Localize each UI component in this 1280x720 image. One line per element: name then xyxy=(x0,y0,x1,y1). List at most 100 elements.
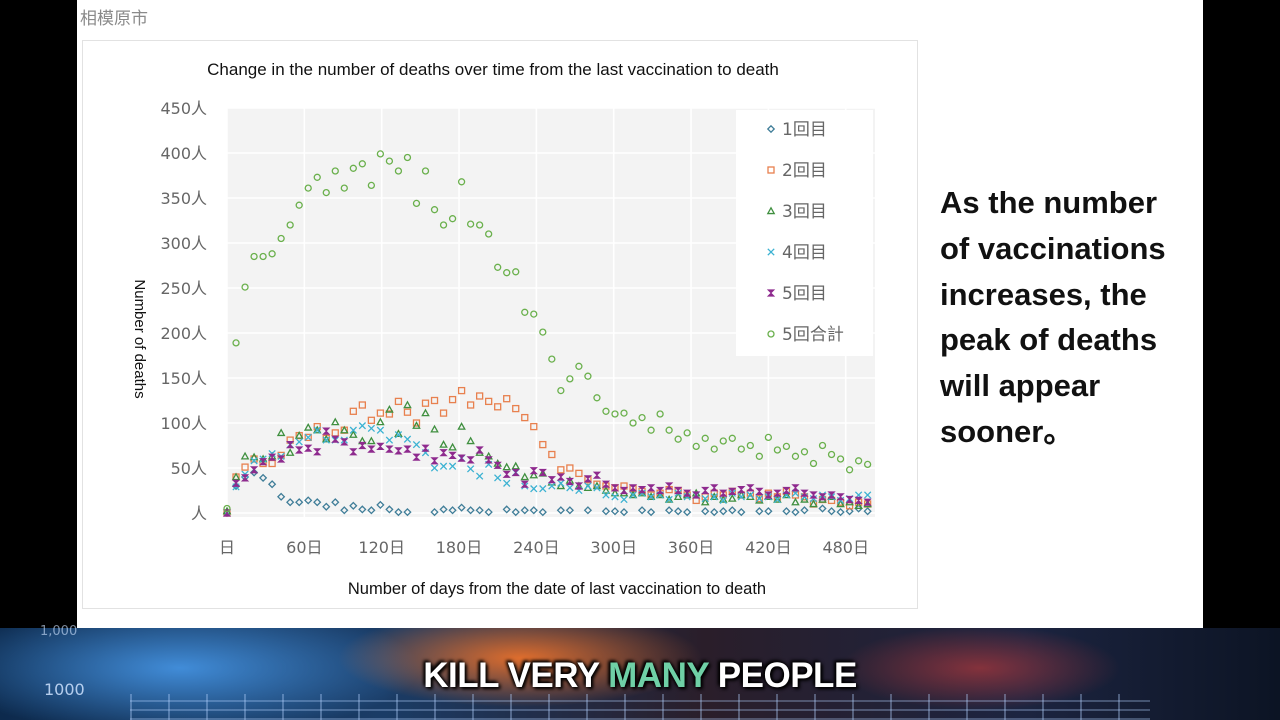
data-point xyxy=(818,441,827,450)
data-point xyxy=(791,507,800,517)
data-point xyxy=(791,484,800,492)
data-point xyxy=(367,445,376,453)
data-point xyxy=(367,506,376,515)
data-point xyxy=(267,480,277,489)
data-point xyxy=(836,493,845,501)
legend-marker-icon xyxy=(766,206,776,215)
data-point xyxy=(755,507,764,516)
data-point xyxy=(701,507,710,516)
series-5 xyxy=(222,427,872,517)
data-point xyxy=(809,491,818,499)
data-point xyxy=(548,355,556,363)
data-point xyxy=(457,178,466,186)
data-point xyxy=(701,494,709,503)
data-point xyxy=(539,440,547,449)
data-point xyxy=(557,386,565,395)
legend-label: 3回目 xyxy=(782,202,827,222)
data-point xyxy=(494,263,502,271)
data-point xyxy=(231,472,241,481)
data-point xyxy=(367,424,376,433)
data-point xyxy=(791,452,800,460)
data-point xyxy=(403,400,412,409)
data-point xyxy=(439,449,448,457)
data-point xyxy=(421,408,430,417)
data-point xyxy=(475,472,484,480)
data-point xyxy=(863,507,872,516)
data-point xyxy=(575,469,583,478)
data-point xyxy=(403,408,412,416)
data-point xyxy=(818,493,827,501)
data-point xyxy=(764,507,773,516)
data-point xyxy=(709,492,719,501)
data-point xyxy=(719,437,727,445)
data-point xyxy=(629,491,637,499)
legend-marker-icon xyxy=(767,166,775,174)
data-point xyxy=(430,457,439,465)
data-point xyxy=(701,434,709,442)
data-point xyxy=(827,450,836,459)
data-point xyxy=(439,409,448,417)
data-point xyxy=(466,436,475,445)
x-tick-label: 180日 xyxy=(436,538,483,557)
data-point xyxy=(737,445,745,453)
y-tick-label: 250人 xyxy=(160,279,207,298)
data-point xyxy=(240,451,250,460)
data-point xyxy=(322,436,330,444)
data-point xyxy=(349,407,357,415)
data-point xyxy=(601,485,611,494)
x-tick-label: 日 xyxy=(219,538,235,557)
series-1 xyxy=(222,468,872,518)
data-point xyxy=(421,399,430,407)
data-point xyxy=(439,221,448,229)
data-point xyxy=(665,426,673,434)
data-point xyxy=(475,392,484,400)
data-point xyxy=(584,482,592,490)
data-point xyxy=(430,396,439,405)
data-point xyxy=(403,153,412,162)
data-point xyxy=(376,417,385,426)
data-point xyxy=(538,507,547,517)
y-axis-label: Number of deaths xyxy=(131,279,148,398)
data-point xyxy=(737,507,746,517)
series-6 xyxy=(223,150,872,513)
side-text-line: increases, the xyxy=(940,276,1147,312)
data-point xyxy=(466,220,475,228)
data-point xyxy=(276,455,286,463)
data-point xyxy=(457,454,466,462)
caption-highlight: MANY xyxy=(608,656,709,695)
data-point xyxy=(845,466,854,474)
y-tick-label: 人 xyxy=(191,504,207,523)
data-point xyxy=(394,507,403,517)
data-point xyxy=(412,419,421,427)
data-point xyxy=(628,490,638,499)
legend-marker-icon xyxy=(767,248,775,256)
data-point xyxy=(466,465,475,473)
x-tick-label: 240日 xyxy=(513,538,560,557)
data-point xyxy=(610,488,620,497)
data-point xyxy=(457,503,466,512)
data-point xyxy=(556,506,565,515)
data-point xyxy=(530,310,538,318)
data-point xyxy=(529,467,538,475)
data-point xyxy=(223,504,231,513)
data-point xyxy=(655,486,665,495)
data-point xyxy=(629,419,637,427)
data-point xyxy=(448,462,457,470)
data-point xyxy=(647,426,655,434)
data-point xyxy=(583,506,593,515)
legend-label: 1回目 xyxy=(782,120,827,140)
data-point xyxy=(827,507,836,516)
data-point xyxy=(503,395,511,403)
data-point xyxy=(611,493,619,501)
data-point xyxy=(782,486,791,495)
data-point xyxy=(340,506,349,515)
data-point xyxy=(240,474,250,482)
data-point xyxy=(521,413,529,422)
data-point xyxy=(655,490,665,499)
data-point xyxy=(746,484,755,492)
data-point xyxy=(836,455,845,463)
data-point xyxy=(646,484,656,492)
data-point xyxy=(503,269,511,277)
data-point xyxy=(494,474,502,482)
banner-background-label: 1,000 xyxy=(40,624,78,639)
